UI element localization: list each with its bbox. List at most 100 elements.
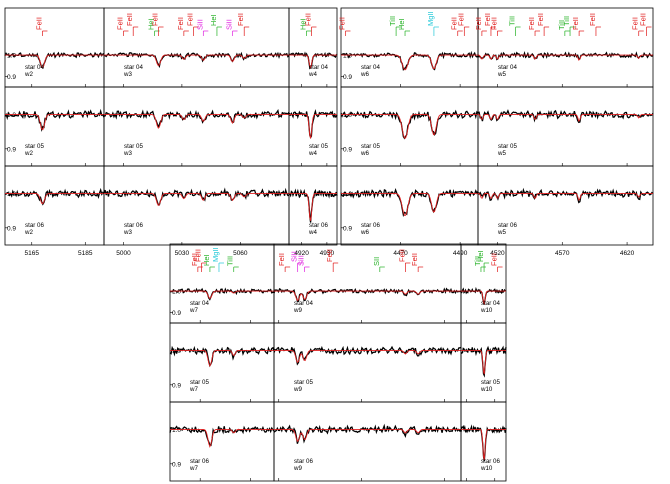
panel-frame xyxy=(4,7,105,88)
observed-spectrum xyxy=(4,108,105,133)
line-id-TiII: TiII xyxy=(562,16,571,26)
window-label: w6 xyxy=(360,71,369,78)
panel-frame xyxy=(4,86,105,167)
model-spectrum xyxy=(5,114,104,131)
star-label: star 04 xyxy=(294,300,313,307)
star-label: star 06 xyxy=(124,222,143,229)
model-spectrum xyxy=(341,114,478,139)
model-spectrum xyxy=(477,114,653,122)
model-spectrum xyxy=(170,350,274,368)
window-label: w7 xyxy=(189,386,198,393)
observed-spectrum xyxy=(273,345,462,366)
x-tick-label: 5060 xyxy=(233,250,248,257)
window-label: w6 xyxy=(360,150,369,157)
model-spectrum xyxy=(289,114,337,139)
panel-w10-3: star 06w1040204030 xyxy=(460,401,507,482)
model-spectrum xyxy=(289,193,337,221)
line-id-HeI: HeI xyxy=(298,18,307,30)
observed-spectrum xyxy=(169,287,275,301)
observed-spectrum xyxy=(273,287,462,302)
observed-spectrum xyxy=(103,109,290,129)
window-label: w6 xyxy=(360,229,369,236)
observed-spectrum xyxy=(477,109,654,124)
window-label: w10 xyxy=(480,386,493,393)
star-label: star 04 xyxy=(190,300,209,307)
line-id-FeII: FeII xyxy=(277,253,286,266)
line-id-SII: SII xyxy=(372,257,381,266)
star-label: star 05 xyxy=(190,379,209,386)
window-label: w9 xyxy=(293,307,302,314)
star-label: star 06 xyxy=(309,222,328,229)
star-label: star 05 xyxy=(25,143,44,150)
window-label: w5 xyxy=(497,150,506,157)
line-id-FeII: FeII xyxy=(571,17,580,30)
line-id-SiII: SiII xyxy=(297,255,306,266)
window-label: w4 xyxy=(308,150,317,157)
line-id-FeII: FeII xyxy=(194,249,203,262)
panel-frame xyxy=(460,401,507,482)
model-spectrum xyxy=(461,429,506,461)
line-id-HeI: HeI xyxy=(397,18,406,30)
star-label: star 05 xyxy=(498,143,517,150)
model-spectrum xyxy=(341,54,478,71)
star-label: star 05 xyxy=(361,143,380,150)
x-tick-label: 4520 xyxy=(490,250,505,257)
line-id-TiII: TiII xyxy=(388,16,397,26)
window-label: w5 xyxy=(497,229,506,236)
line-id-FeII: FeII xyxy=(639,13,648,26)
line-id-FeII: FeII xyxy=(190,253,199,266)
star-label: star 06 xyxy=(481,458,500,465)
line-id-SiII: SiII xyxy=(195,19,204,30)
line-id-FeII: FeII xyxy=(303,13,312,26)
line-id-MgII: MgII xyxy=(426,11,435,26)
observed-spectrum xyxy=(477,50,654,61)
window-label: w4 xyxy=(308,71,317,78)
y-tick-label: 0.9 xyxy=(172,310,181,317)
star-label: star 06 xyxy=(25,222,44,229)
window-label: w3 xyxy=(123,71,132,78)
model-spectrum xyxy=(170,429,274,448)
line-id-FeII: FeII xyxy=(186,13,195,26)
y-tick-label: 1.0 xyxy=(172,427,181,434)
line-id-FeII: FeII xyxy=(176,17,185,30)
line-id-FeII: FeII xyxy=(115,17,124,30)
star-label: star 05 xyxy=(294,379,313,386)
y-tick-label: 0.9 xyxy=(172,382,181,389)
window-label: w2 xyxy=(24,71,33,78)
line-id-FeII: FeII xyxy=(483,13,492,26)
line-id-SiII: SiII xyxy=(225,19,234,30)
star-label: star 05 xyxy=(309,143,328,150)
line-id-SiII: SiII xyxy=(290,251,299,262)
model-spectrum xyxy=(461,350,506,375)
line-id-HeI: HeI xyxy=(202,254,211,266)
x-tick-label: 4570 xyxy=(555,250,570,257)
window-label: w3 xyxy=(123,229,132,236)
line-id-HeI: HeI xyxy=(209,14,218,26)
star-label: star 04 xyxy=(498,64,517,71)
line-id-FeII: FeII xyxy=(236,13,245,26)
window-label: w7 xyxy=(189,307,198,314)
window-label: w4 xyxy=(308,229,317,236)
model-spectrum xyxy=(104,114,289,129)
window-label: w7 xyxy=(189,465,198,472)
line-id-FeII: FeII xyxy=(527,17,536,30)
star-label: star 04 xyxy=(361,64,380,71)
line-id-MgII: MgII xyxy=(211,247,220,262)
